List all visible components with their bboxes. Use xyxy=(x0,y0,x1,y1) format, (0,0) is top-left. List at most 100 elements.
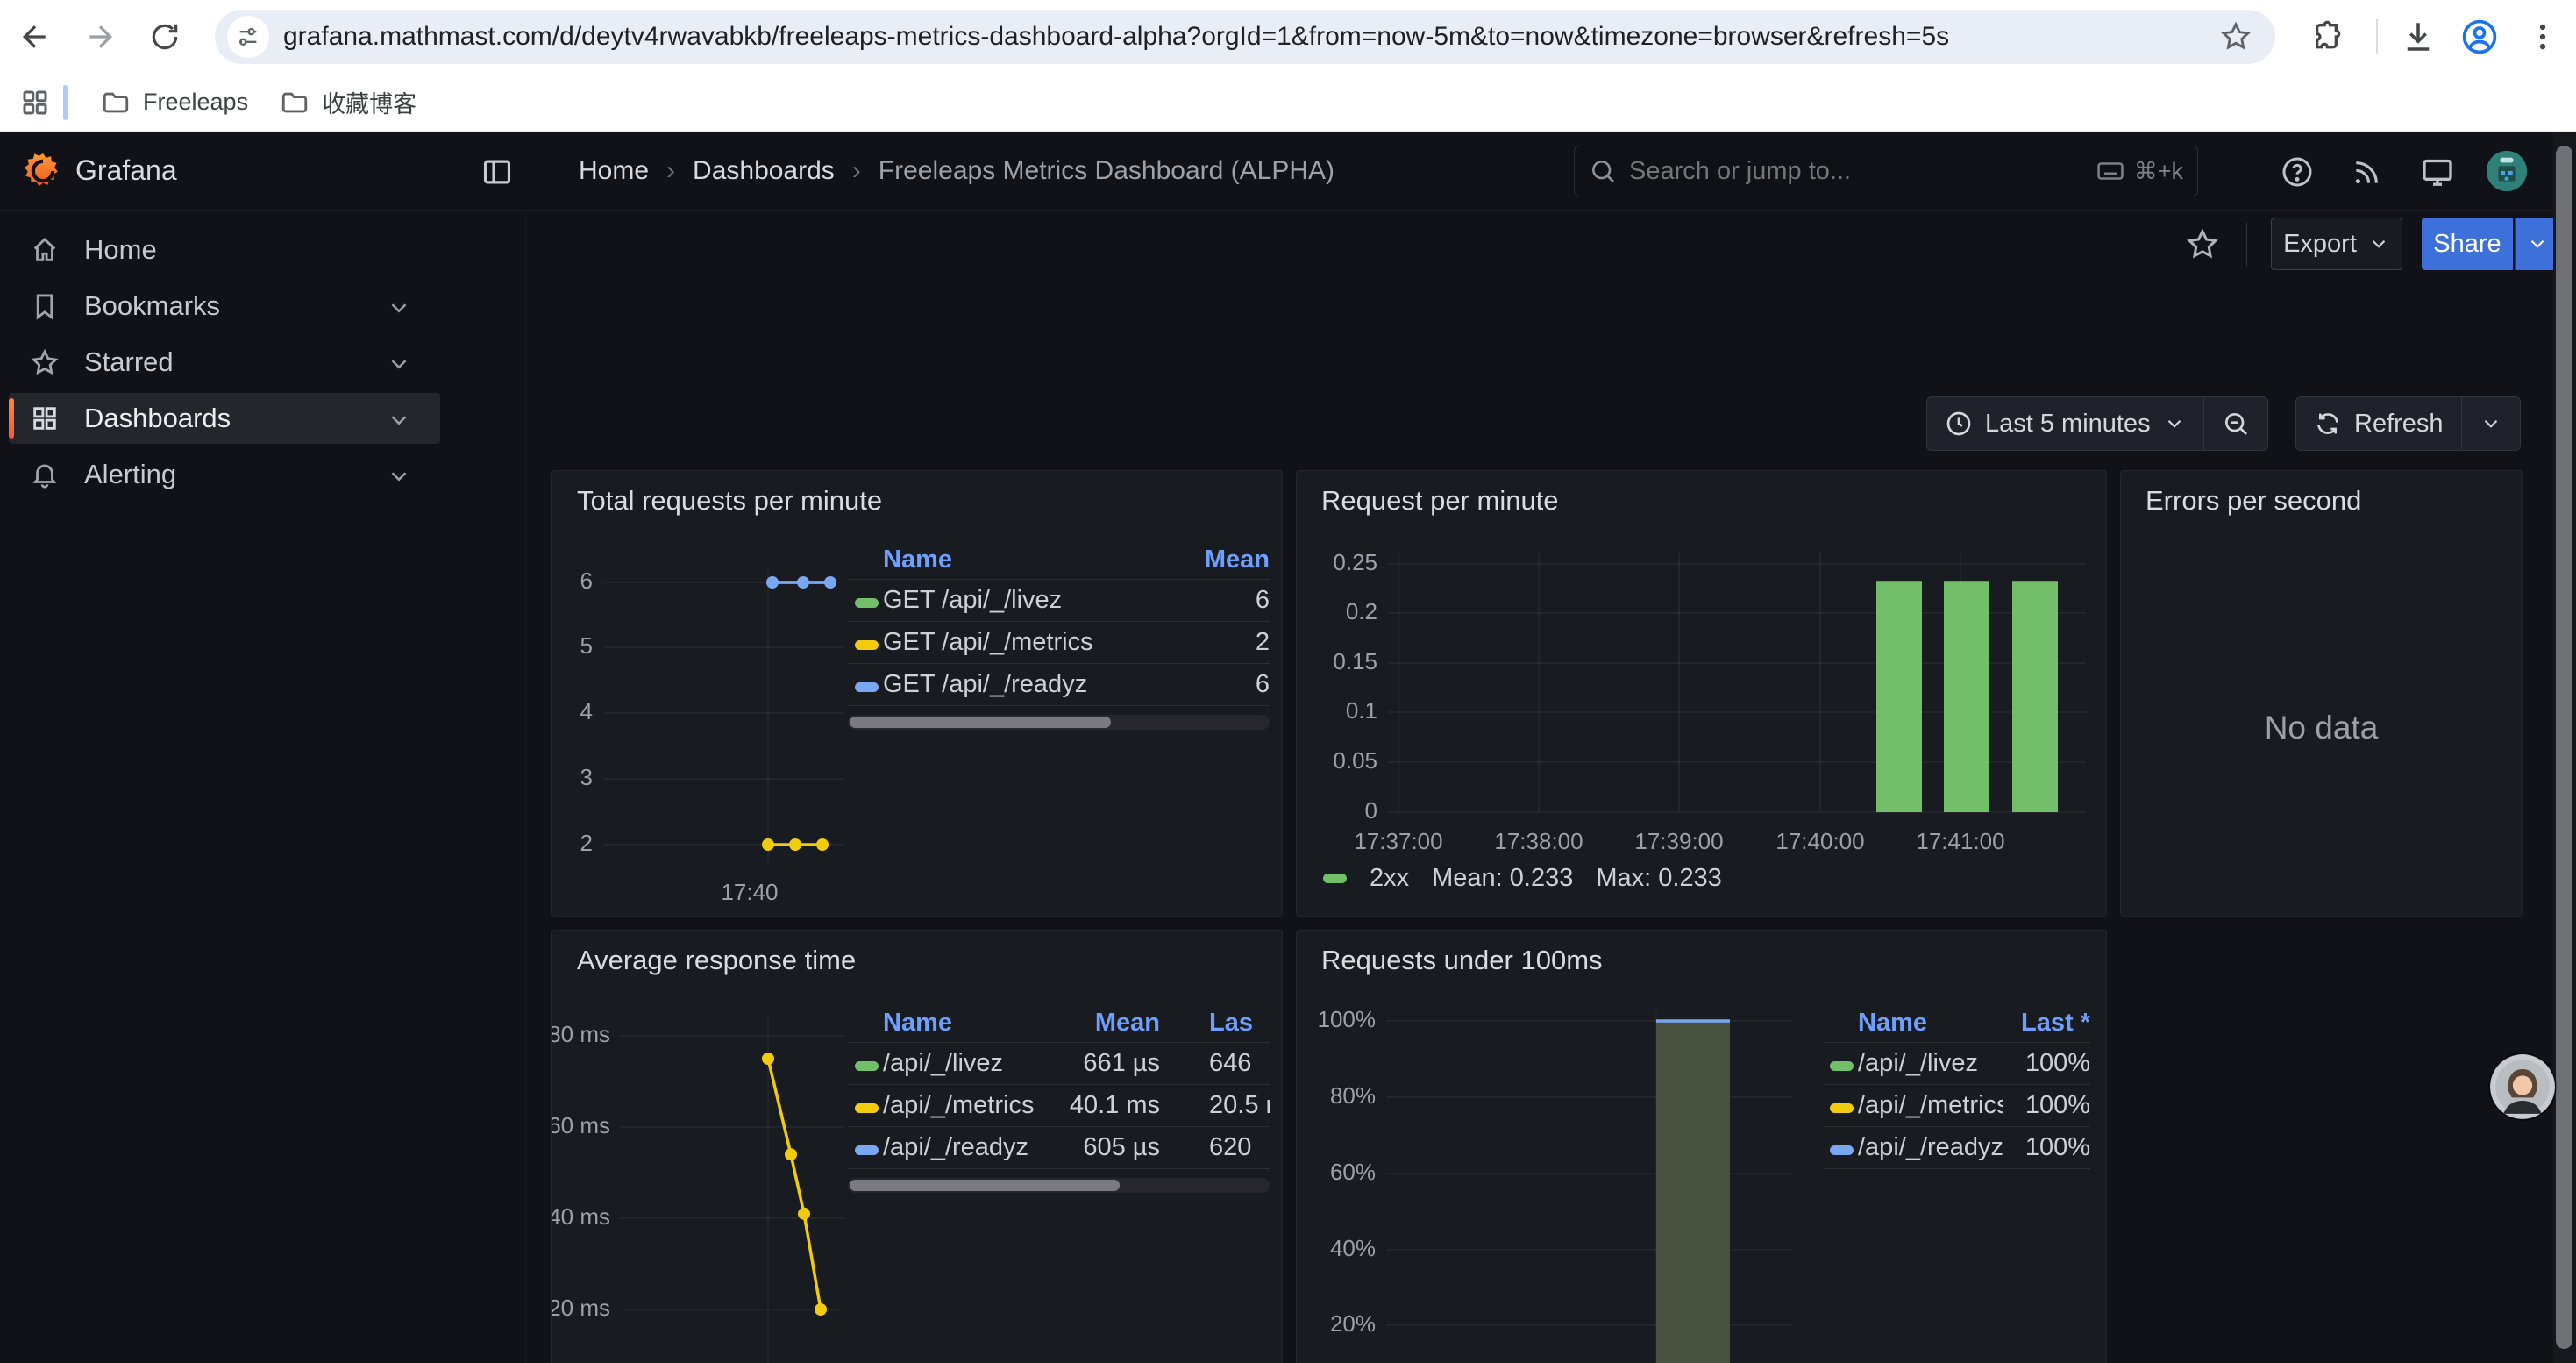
sidebar-item-bookmarks[interactable]: Bookmarks xyxy=(9,281,440,332)
breadcrumb-separator: › xyxy=(852,156,861,186)
svg-text:80 ms: 80 ms xyxy=(552,1021,610,1047)
grafana-app: Grafana Home › Dashboards › Freeleaps Me… xyxy=(0,132,2576,1363)
series-name[interactable]: /api/_/livez xyxy=(883,1049,1055,1078)
legend-table: NameMeanGET /api/_/livez6GET /api/_/metr… xyxy=(848,541,1270,730)
refresh-button[interactable]: Refresh xyxy=(2296,397,2461,450)
breadcrumb-dashboards[interactable]: Dashboards xyxy=(693,156,835,186)
refresh-interval-button[interactable] xyxy=(2461,397,2520,450)
sidebar: Home Bookmarks Starred Dashboards Alerti… xyxy=(0,211,526,1363)
downloads-icon[interactable] xyxy=(2394,12,2443,61)
svg-text:20%: 20% xyxy=(1330,1310,1376,1337)
favorite-dashboard-icon[interactable] xyxy=(2185,226,2220,261)
sidebar-item-label: Dashboards xyxy=(84,403,231,434)
chevron-down-icon[interactable] xyxy=(386,463,412,489)
grafana-brand[interactable]: Grafana xyxy=(75,154,177,187)
series-name[interactable]: /api/_/livez xyxy=(1858,1049,2003,1078)
site-settings-icon[interactable] xyxy=(227,16,269,58)
browser-menu-icon[interactable] xyxy=(2518,12,2567,61)
panel-title[interactable]: Requests under 100ms xyxy=(1321,945,1603,976)
screen: grafana.mathmast.com/d/deytv4rwavabkb/fr… xyxy=(0,0,2576,1363)
panel-title[interactable]: Request per minute xyxy=(1321,485,1559,517)
panel-title[interactable]: Average response time xyxy=(577,945,856,976)
legend-row[interactable]: /api/_/metrics40.1 ms20.5 r xyxy=(848,1085,1270,1127)
chevron-down-icon[interactable] xyxy=(386,295,412,321)
breadcrumb-home[interactable]: Home xyxy=(579,156,649,186)
legend-row[interactable]: /api/_/livez100% xyxy=(1823,1043,2090,1085)
legend-scrollbar[interactable] xyxy=(848,715,1270,730)
legend-row[interactable]: /api/_/readyz100% xyxy=(1823,1127,2090,1169)
search-input[interactable] xyxy=(1629,157,2083,186)
share-button[interactable]: Share xyxy=(2422,218,2513,270)
clock-icon xyxy=(1945,410,1973,438)
sidebar-item-home[interactable]: Home xyxy=(9,225,440,275)
legend-scrollbar[interactable] xyxy=(848,1178,1270,1193)
legend-row[interactable]: GET /api/_/readyz6 xyxy=(848,664,1270,706)
svg-text:17:40:00: 17:40:00 xyxy=(1775,828,1864,854)
sidebar-toggle-icon[interactable] xyxy=(480,155,514,189)
chevron-down-icon[interactable] xyxy=(386,351,412,377)
series-color-chip xyxy=(1830,1145,1854,1155)
export-button[interactable]: Export xyxy=(2271,218,2402,270)
grafana-logo[interactable] xyxy=(23,151,63,191)
extensions-icon[interactable] xyxy=(2304,12,2353,61)
reload-icon[interactable] xyxy=(140,12,189,61)
panel-title[interactable]: Errors per second xyxy=(2145,485,2361,517)
page-scrollbar[interactable] xyxy=(2553,132,2576,1363)
bookmark-folder-freeleaps[interactable]: Freeleaps xyxy=(85,81,264,125)
legend[interactable]: 2xx Mean: 0.233 Max: 0.233 xyxy=(1323,864,1722,893)
series-mean: Mean: 0.233 xyxy=(1432,864,1573,893)
series-name[interactable]: /api/_/readyz xyxy=(1858,1133,2003,1162)
sidebar-item-starred[interactable]: Starred xyxy=(9,337,440,388)
series-color-chip xyxy=(855,682,879,692)
help-icon[interactable] xyxy=(2278,153,2316,191)
legend-scrollbar-thumb[interactable] xyxy=(850,717,1111,728)
forward-icon[interactable] xyxy=(75,12,125,61)
news-icon[interactable] xyxy=(2348,153,2387,191)
series-value: 6 xyxy=(1191,670,1270,699)
legend-column-header: Mean xyxy=(1191,546,1270,574)
sidebar-item-alerting[interactable]: Alerting xyxy=(9,449,440,500)
legend-header: NameMeanLas xyxy=(848,1004,1270,1043)
profile-icon[interactable] xyxy=(2455,12,2504,61)
legend-row[interactable]: /api/_/metrics100% xyxy=(1823,1085,2090,1127)
sidebar-item-label: Bookmarks xyxy=(84,290,220,322)
svg-text:40 ms: 40 ms xyxy=(552,1203,610,1230)
legend-row[interactable]: /api/_/livez661 µs646 xyxy=(848,1043,1270,1085)
series-name[interactable]: /api/_/metrics xyxy=(1858,1091,2003,1120)
bookmark-folder-blogs[interactable]: 收藏博客 xyxy=(264,78,432,126)
svg-text:17:40: 17:40 xyxy=(721,879,778,905)
panel-average-response-time: Average response time 80 ms60 ms40 ms20 … xyxy=(551,930,1283,1363)
series-max: Max: 0.233 xyxy=(1596,864,1721,893)
scrollbar-thumb[interactable] xyxy=(2556,146,2572,1349)
user-avatar[interactable] xyxy=(2487,151,2527,191)
chevron-down-icon xyxy=(2526,232,2549,255)
svg-text:0: 0 xyxy=(1365,797,1377,824)
series-name[interactable]: GET /api/_/metrics xyxy=(883,628,1191,657)
bookmark-star-icon[interactable] xyxy=(2219,20,2252,54)
bookmark-label: Freeleaps xyxy=(143,89,248,116)
url-text[interactable]: grafana.mathmast.com/d/deytv4rwavabkb/fr… xyxy=(283,22,1949,52)
series-name[interactable]: /api/_/readyz xyxy=(883,1133,1055,1162)
search-box[interactable]: ⌘+k xyxy=(1574,146,2198,196)
url-bar[interactable]: grafana.mathmast.com/d/deytv4rwavabkb/fr… xyxy=(215,10,2275,64)
legend-row[interactable]: /api/_/readyz605 µs620 xyxy=(848,1127,1270,1169)
series-name[interactable]: 2xx xyxy=(1370,864,1409,893)
back-icon[interactable] xyxy=(11,12,60,61)
assistant-avatar[interactable] xyxy=(2490,1054,2555,1119)
series-name[interactable]: GET /api/_/readyz xyxy=(883,670,1191,699)
panel-title[interactable]: Total requests per minute xyxy=(577,485,882,517)
legend-scrollbar-thumb[interactable] xyxy=(850,1180,1120,1191)
chevron-down-icon[interactable] xyxy=(386,407,412,433)
series-name[interactable]: /api/_/metrics xyxy=(883,1091,1055,1120)
legend-row[interactable]: GET /api/_/livez6 xyxy=(848,580,1270,622)
sidebar-item-dashboards[interactable]: Dashboards xyxy=(9,393,440,444)
legend-row[interactable]: GET /api/_/metrics2 xyxy=(848,622,1270,664)
monitor-icon[interactable] xyxy=(2418,153,2457,191)
bell-icon xyxy=(30,460,60,489)
zoom-out-time-button[interactable] xyxy=(2203,397,2267,450)
svg-text:17:41:00: 17:41:00 xyxy=(1916,828,2004,854)
time-range-picker[interactable]: Last 5 minutes xyxy=(1927,397,2203,450)
series-name[interactable]: GET /api/_/livez xyxy=(883,586,1191,615)
apps-grid-icon[interactable] xyxy=(19,87,51,118)
share-menu-button[interactable] xyxy=(2515,218,2558,270)
